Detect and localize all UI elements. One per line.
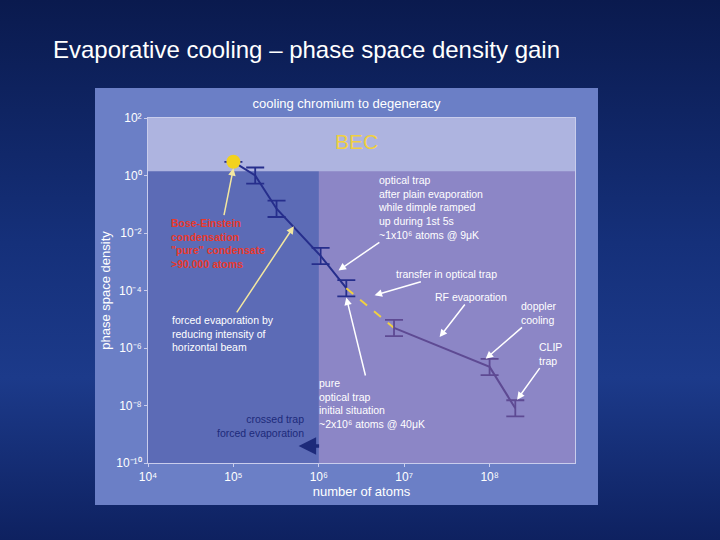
svg-text:crossed trapforced evaporation: crossed trapforced evaporation xyxy=(217,413,304,439)
svg-text:dopplercooling: dopplercooling xyxy=(521,300,557,326)
svg-text:10⁴: 10⁴ xyxy=(139,470,158,484)
svg-text:10⁻⁶: 10⁻⁶ xyxy=(119,341,141,355)
svg-text:10⁷: 10⁷ xyxy=(395,470,413,484)
html-text:Evaporative cooling – phase sp: Evaporative cooling – phase space densit… xyxy=(53,36,560,63)
svg-text:cooling chromium to degeneracy: cooling chromium to degeneracy xyxy=(253,96,441,111)
svg-text:pureoptical trapinitial situat: pureoptical trapinitial situation~2x10⁶ … xyxy=(319,377,425,430)
svg-text:10⁻¹⁰: 10⁻¹⁰ xyxy=(116,456,141,470)
svg-text:BEC: BEC xyxy=(335,130,378,153)
svg-text:number of atoms: number of atoms xyxy=(313,484,411,499)
svg-text:optical trapafter plain evapor: optical trapafter plain evaporationwhile… xyxy=(378,174,483,241)
svg-text:10⁵: 10⁵ xyxy=(224,470,242,484)
svg-text:forced evaporation byreducing: forced evaporation byreducing intensity … xyxy=(172,314,274,353)
svg-text:Bose-Einsteincondensation"pure: Bose-Einsteincondensation"pure" condensa… xyxy=(171,217,265,270)
svg-text:10⁻⁴: 10⁻⁴ xyxy=(119,284,142,298)
svg-text:CLIPtrap: CLIPtrap xyxy=(539,341,562,367)
svg-text:transfer in optical trap: transfer in optical trap xyxy=(396,268,497,280)
svg-text:10⁻⁸: 10⁻⁸ xyxy=(119,399,141,413)
svg-text:10⁻²: 10⁻² xyxy=(120,226,141,240)
svg-text:phase space density: phase space density xyxy=(98,231,113,350)
svg-text:RF evaporation: RF evaporation xyxy=(435,291,507,303)
svg-text:10²: 10² xyxy=(124,111,141,125)
svg-text:10⁰: 10⁰ xyxy=(124,169,141,183)
svg-text:10⁶: 10⁶ xyxy=(310,470,328,484)
svg-text:10⁸: 10⁸ xyxy=(480,470,498,484)
